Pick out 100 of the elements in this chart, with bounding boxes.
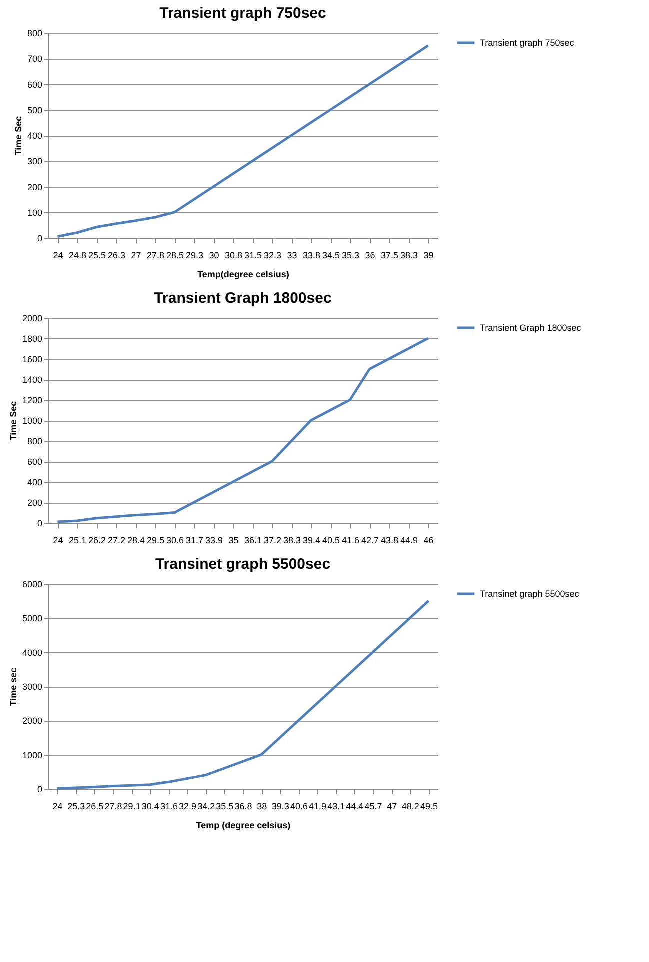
x-tick-label: 44.9 [400,536,418,546]
x-tick-label: 29.5 [146,536,165,546]
x-axis-title: Temp(degree celsius) [198,270,290,280]
x-tick-label: 30.6 [166,536,184,546]
y-tick-label: 4000 [22,648,42,658]
x-tick-label: 38.3 [400,250,418,260]
legend-label: Transient graph 750sec [480,38,575,48]
x-tick-label: 28.5 [166,250,184,260]
x-tick-label: 30.4 [142,802,160,812]
x-tick-label: 40.5 [322,536,340,546]
y-tick-label: 500 [27,105,42,116]
x-tick-label: 29.1 [123,802,141,812]
x-tick-label: 39.3 [272,802,290,812]
x-tick-label: 44.4 [346,802,364,812]
y-axis-title: Time Sec [8,401,18,441]
x-tick-label: 46 [424,536,434,546]
x-tick-label: 34.2 [198,802,216,812]
x-tick-label: 34.5 [322,250,340,260]
y-tick-label: 1800 [22,334,42,344]
x-tick-label: 41.6 [342,536,360,546]
y-tick-label: 0 [37,518,42,528]
x-tick-label: 30.8 [224,250,243,260]
chart-title: Transinet graph 5500sec [155,556,331,573]
y-tick-label: 2000 [22,716,42,726]
x-tick-label: 36.8 [234,802,252,812]
x-tick-label: 37.5 [380,250,399,260]
x-tick-label: 43.1 [328,802,346,812]
x-tick-label: 24 [53,536,64,546]
x-tick-label: 39 [424,250,434,260]
y-tick-label: 800 [27,28,42,38]
y-tick-label: 600 [27,457,42,467]
x-tick-label: 35.5 [216,802,234,812]
y-tick-label: 1600 [22,354,42,364]
x-tick-label: 32.9 [179,802,197,812]
x-tick-label: 32.3 [264,250,282,260]
x-axis-title: Temp (degree celsius) [196,820,291,830]
x-tick-label: 35.3 [342,250,360,260]
x-tick-label: 33.9 [205,536,224,546]
x-tick-label: 29.3 [186,250,204,260]
x-tick-label: 27.8 [146,250,165,260]
x-tick-label: 38.3 [283,536,302,546]
y-tick-label: 1400 [22,375,42,385]
y-tick-label: 700 [27,54,42,64]
x-tick-label: 24 [53,250,64,260]
y-tick-label: 1200 [22,396,42,406]
y-tick-label: 200 [27,182,42,192]
x-tick-label: 27.8 [104,802,122,812]
x-tick-label: 41.9 [309,802,327,812]
x-tick-label: 26.3 [108,250,126,260]
x-tick-label: 24 [52,802,63,812]
x-tick-label: 35 [228,536,239,546]
chart-title: Transient graph 750sec [160,5,326,22]
x-tick-label: 31.6 [160,802,178,812]
x-tick-label: 43.8 [380,536,399,546]
chart-title: Transient Graph 1800sec [154,290,332,307]
line-series [56,337,430,524]
y-tick-label: 100 [27,208,42,218]
y-axis-title: Time Sec [13,116,24,156]
y-tick-label: 3000 [22,682,42,692]
x-tick-label: 47 [387,802,398,812]
x-tick-label: 27 [131,250,142,260]
x-tick-label: 25.3 [68,802,86,812]
y-tick-label: 300 [27,156,42,167]
legend-label: Transient Graph 1800sec [480,323,582,333]
x-tick-label: 48.2 [402,802,420,812]
x-tick-label: 24.8 [68,250,87,260]
x-tick-label: 45.7 [364,802,382,812]
x-tick-label: 38 [257,802,268,812]
x-tick-label: 37.2 [264,536,282,546]
y-tick-label: 400 [27,131,42,141]
x-tick-label: 30 [209,250,220,260]
x-tick-label: 25.1 [68,536,87,546]
y-axis-title: Time sec [8,668,18,706]
y-tick-label: 0 [37,784,42,794]
y-tick-label: 5000 [22,614,42,624]
x-tick-label: 31.7 [186,536,204,546]
y-tick-label: 1000 [22,416,42,426]
x-tick-label: 26.5 [86,802,104,812]
y-tick-label: 6000 [22,580,42,590]
legend-label: Transinet graph 5500sec [480,589,580,599]
line-series [56,44,430,238]
x-tick-label: 49.5 [420,802,438,812]
x-tick-label: 36.1 [244,536,262,546]
x-tick-label: 26.2 [88,536,106,546]
line-series [56,600,430,790]
x-tick-label: 33 [287,250,298,260]
x-tick-label: 27.2 [108,536,126,546]
x-tick-label: 39.4 [302,536,321,546]
y-tick-label: 600 [27,80,42,90]
x-tick-label: 40.6 [290,802,308,812]
y-tick-label: 0 [37,234,42,244]
x-tick-label: 42.7 [361,536,380,546]
x-tick-label: 31.5 [244,250,262,260]
y-tick-label: 200 [27,498,42,508]
x-tick-label: 36 [365,250,376,260]
y-tick-label: 2000 [22,314,42,324]
y-tick-label: 800 [27,436,42,446]
y-tick-label: 1000 [22,750,42,760]
x-tick-label: 28.4 [127,536,146,546]
x-tick-label: 33.8 [302,250,321,260]
